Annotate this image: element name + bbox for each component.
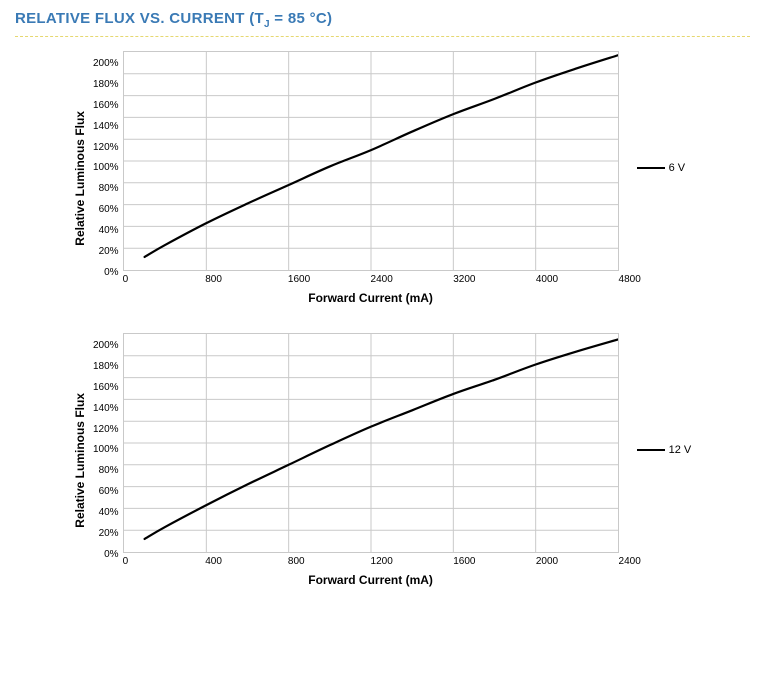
tick-label: 100% [93,444,119,455]
tick-label: 40% [99,507,119,518]
tick-label: 0% [104,267,118,278]
tick-label: 200% [93,340,119,351]
y-axis-label-top: Relative Luminous Flux [73,111,89,246]
plot-area-top [123,51,619,271]
tick-label: 20% [99,528,119,539]
title-head: RELATIVE FLUX VS. CURRENT (T [15,10,264,27]
legend-top: 6 V [637,162,686,174]
tick-label: 60% [99,204,119,215]
y-ticks-top: 200% 180% 160% 140% 120% 100% 80% 60% 40% 20% 0% [93,58,123,278]
tick-label: 200% [93,58,119,69]
y-axis-label-bottom: Relative Luminous Flux [73,393,89,528]
chart-12v-row: Relative Luminous Flux 200% 180% 160% 140% 1… [15,333,750,587]
x-axis-label-bottom: Forward Current (mA) [308,573,433,587]
x-axis-label-top: Forward Current (mA) [308,291,433,305]
legend-bottom: 12 V [637,444,692,456]
tick-label: 60% [99,486,119,497]
plot-area-bottom [123,333,619,553]
x-ticks-top: 080016002400320040004800 [123,274,619,285]
legend-line-icon [637,167,665,169]
tick-label: 180% [93,79,119,90]
legend-label-top: 6 V [669,162,686,174]
legend-line-icon [637,449,665,451]
y-ticks-bottom: 200% 180% 160% 140% 120% 100% 80% 60% 40% 20% 0% [93,340,123,560]
tick-label: 140% [93,121,119,132]
title-tail: = 85 °C) [270,10,332,27]
tick-label: 0% [104,549,118,560]
tick-label: 140% [93,403,119,414]
tick-label: 160% [93,100,119,111]
tick-label: 120% [93,424,119,435]
tick-label: 80% [99,465,119,476]
chart-6v-row: Relative Luminous Flux 200% 180% 160% 140% 1… [15,51,750,305]
tick-label: 180% [93,361,119,372]
tick-label: 120% [93,142,119,153]
tick-label: 160% [93,382,119,393]
page-title: RELATIVE FLUX VS. CURRENT (TJ = 85 °C) [15,10,750,37]
tick-label: 100% [93,162,119,173]
legend-label-bottom: 12 V [669,444,692,456]
tick-label: 40% [99,225,119,236]
x-ticks-bottom: 04008001200160020002400 [123,556,619,567]
tick-label: 20% [99,246,119,257]
tick-label: 80% [99,183,119,194]
